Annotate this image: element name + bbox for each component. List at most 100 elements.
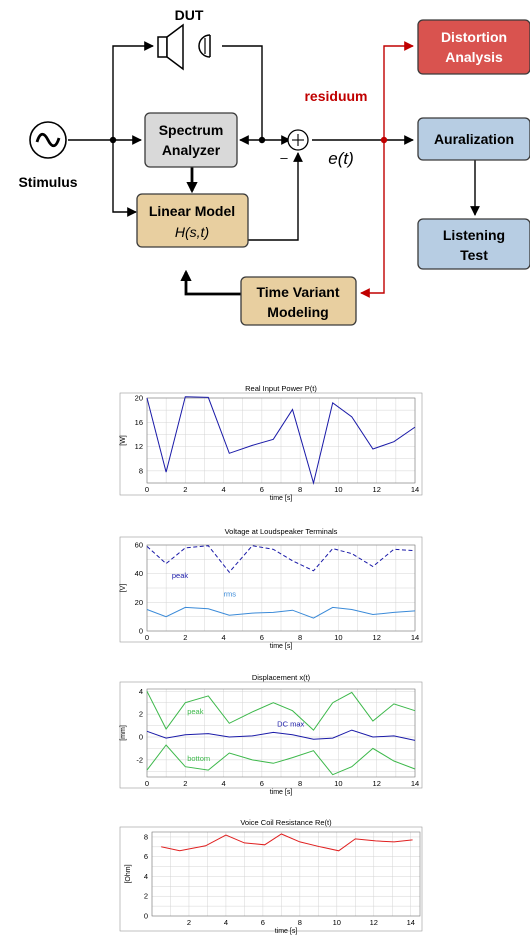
minus-sign: – bbox=[280, 150, 288, 165]
y-tick-label: 6 bbox=[144, 852, 148, 861]
dut-label: DUT bbox=[175, 7, 204, 23]
stimulus-source-icon bbox=[29, 121, 67, 159]
x-axis-label: time [s] bbox=[270, 789, 293, 796]
y-axis-label: [W] bbox=[120, 435, 127, 446]
plot-area bbox=[146, 397, 416, 484]
y-axis-label: [mm] bbox=[120, 725, 127, 741]
x-tick-label: 10 bbox=[334, 485, 342, 494]
x-tick-label: 8 bbox=[298, 779, 302, 788]
x-tick-label: 8 bbox=[298, 485, 302, 494]
x-tick-label: 0 bbox=[145, 633, 149, 642]
x-tick-label: 2 bbox=[183, 485, 187, 494]
summing-node-icon bbox=[287, 129, 309, 151]
chart-title: Real Input Power P(t) bbox=[245, 384, 317, 393]
chart-3: Displacement x(t) -2 0 2 4 0 2 4 6 8 10 12 14 time [s… bbox=[119, 673, 423, 796]
chart-frame bbox=[119, 681, 423, 789]
x-tick-label: 6 bbox=[260, 485, 264, 494]
x-tick-label: 2 bbox=[187, 918, 191, 927]
chart-1: Real Input Power P(t) 8 12 16 20 0 2 4 6 8 10 12 14 t… bbox=[119, 384, 423, 502]
y-tick-label: 60 bbox=[135, 541, 143, 550]
listening-line2: Test bbox=[460, 247, 488, 263]
linear-model-line1: Linear Model bbox=[149, 203, 235, 219]
x-tick-label: 4 bbox=[221, 633, 225, 642]
series-annotation: peak bbox=[187, 707, 204, 716]
listening-test-block: Listening Test bbox=[417, 218, 530, 270]
linear-model-formula: H(s,t) bbox=[175, 224, 209, 240]
x-tick-label: 0 bbox=[145, 779, 149, 788]
x-tick-label: 2 bbox=[183, 633, 187, 642]
x-tick-label: 6 bbox=[260, 779, 264, 788]
distortion-analysis-block: Distortion Analysis bbox=[417, 19, 530, 75]
linear-model-block: Linear Model H(s,t) bbox=[136, 193, 249, 248]
y-axis-label: [Ohm] bbox=[125, 864, 132, 883]
y-tick-label: 0 bbox=[139, 733, 143, 742]
y-tick-label: 2 bbox=[139, 710, 143, 719]
y-tick-label: 8 bbox=[144, 832, 148, 841]
chart-2: Voltage at Loudspeaker Terminals 0 20 40 60 0… bbox=[119, 527, 423, 650]
time-variant-line1: Time Variant bbox=[256, 284, 339, 300]
x-tick-label: 4 bbox=[221, 485, 225, 494]
loudspeaker-icon bbox=[157, 23, 184, 71]
x-tick-label: 8 bbox=[298, 918, 302, 927]
x-tick-label: 6 bbox=[260, 633, 264, 642]
y-tick-label: 16 bbox=[135, 418, 143, 427]
x-tick-label: 14 bbox=[411, 485, 419, 494]
x-tick-label: 4 bbox=[221, 779, 225, 788]
signal-wires bbox=[68, 41, 480, 296]
y-tick-label: 20 bbox=[135, 394, 143, 403]
spectrum-analyzer-block: Spectrum Analyzer bbox=[144, 112, 238, 168]
y-tick-label: 0 bbox=[139, 627, 143, 636]
chart-title: Voice Coil Resistance Re(t) bbox=[240, 818, 332, 827]
distortion-line2: Analysis bbox=[445, 49, 503, 65]
y-tick-label: 40 bbox=[135, 569, 143, 578]
y-tick-label: 20 bbox=[135, 598, 143, 607]
x-tick-label: 12 bbox=[373, 779, 381, 788]
x-tick-label: 10 bbox=[334, 633, 342, 642]
x-tick-label: 10 bbox=[334, 779, 342, 788]
series-annotation: rms bbox=[224, 590, 237, 599]
series-line-rms bbox=[146, 606, 416, 619]
x-tick-label: 12 bbox=[373, 633, 381, 642]
time-variant-block: Time Variant Modeling bbox=[240, 276, 357, 326]
series-annotation: peak bbox=[172, 571, 189, 580]
x-axis-label: time [s] bbox=[275, 928, 298, 935]
listening-line1: Listening bbox=[443, 227, 505, 243]
residuum-wires bbox=[360, 41, 414, 298]
x-tick-label: 14 bbox=[407, 918, 415, 927]
series-line-1 bbox=[161, 833, 413, 852]
series-line-peak bbox=[146, 545, 416, 573]
series-annotation: DC max bbox=[277, 720, 304, 729]
x-axis-label: time [s] bbox=[270, 495, 293, 502]
stimulus-label: Stimulus bbox=[18, 174, 77, 190]
y-tick-label: 4 bbox=[139, 687, 143, 696]
distortion-line1: Distortion bbox=[441, 29, 507, 45]
auralization-block: Auralization bbox=[417, 117, 530, 161]
y-tick-label: 0 bbox=[144, 912, 148, 921]
block-diagram: Stimulus DUT Spectrum Analyzer Linear Mo… bbox=[18, 7, 530, 326]
series-annotation: bottom bbox=[187, 754, 210, 763]
series-line-1 bbox=[146, 396, 416, 485]
junction-dots bbox=[109, 136, 388, 144]
x-tick-label: 8 bbox=[298, 633, 302, 642]
y-tick-label: 2 bbox=[144, 892, 148, 901]
x-tick-label: 12 bbox=[373, 485, 381, 494]
y-axis-label: [V] bbox=[120, 584, 127, 593]
y-tick-label: 8 bbox=[139, 466, 143, 475]
x-tick-label: 12 bbox=[370, 918, 378, 927]
x-tick-label: 2 bbox=[183, 779, 187, 788]
chart-4: Voice Coil Resistance Re(t) 0 2 4 6 8 2 4 6 8 10 12… bbox=[119, 818, 423, 935]
spectrum-analyzer-line1: Spectrum bbox=[159, 122, 224, 138]
series-line-dc-max bbox=[146, 729, 416, 741]
x-tick-label: 14 bbox=[411, 779, 419, 788]
microphone-icon bbox=[198, 34, 211, 58]
error-signal-label: e(t) bbox=[328, 149, 354, 168]
plot-area bbox=[146, 688, 416, 778]
y-tick-label: 12 bbox=[135, 442, 143, 451]
series-line-bottom bbox=[146, 744, 416, 776]
auralization-line1: Auralization bbox=[434, 131, 514, 147]
chart-frame bbox=[119, 536, 423, 643]
plot-area bbox=[151, 831, 421, 917]
chart-title: Displacement x(t) bbox=[252, 673, 311, 682]
